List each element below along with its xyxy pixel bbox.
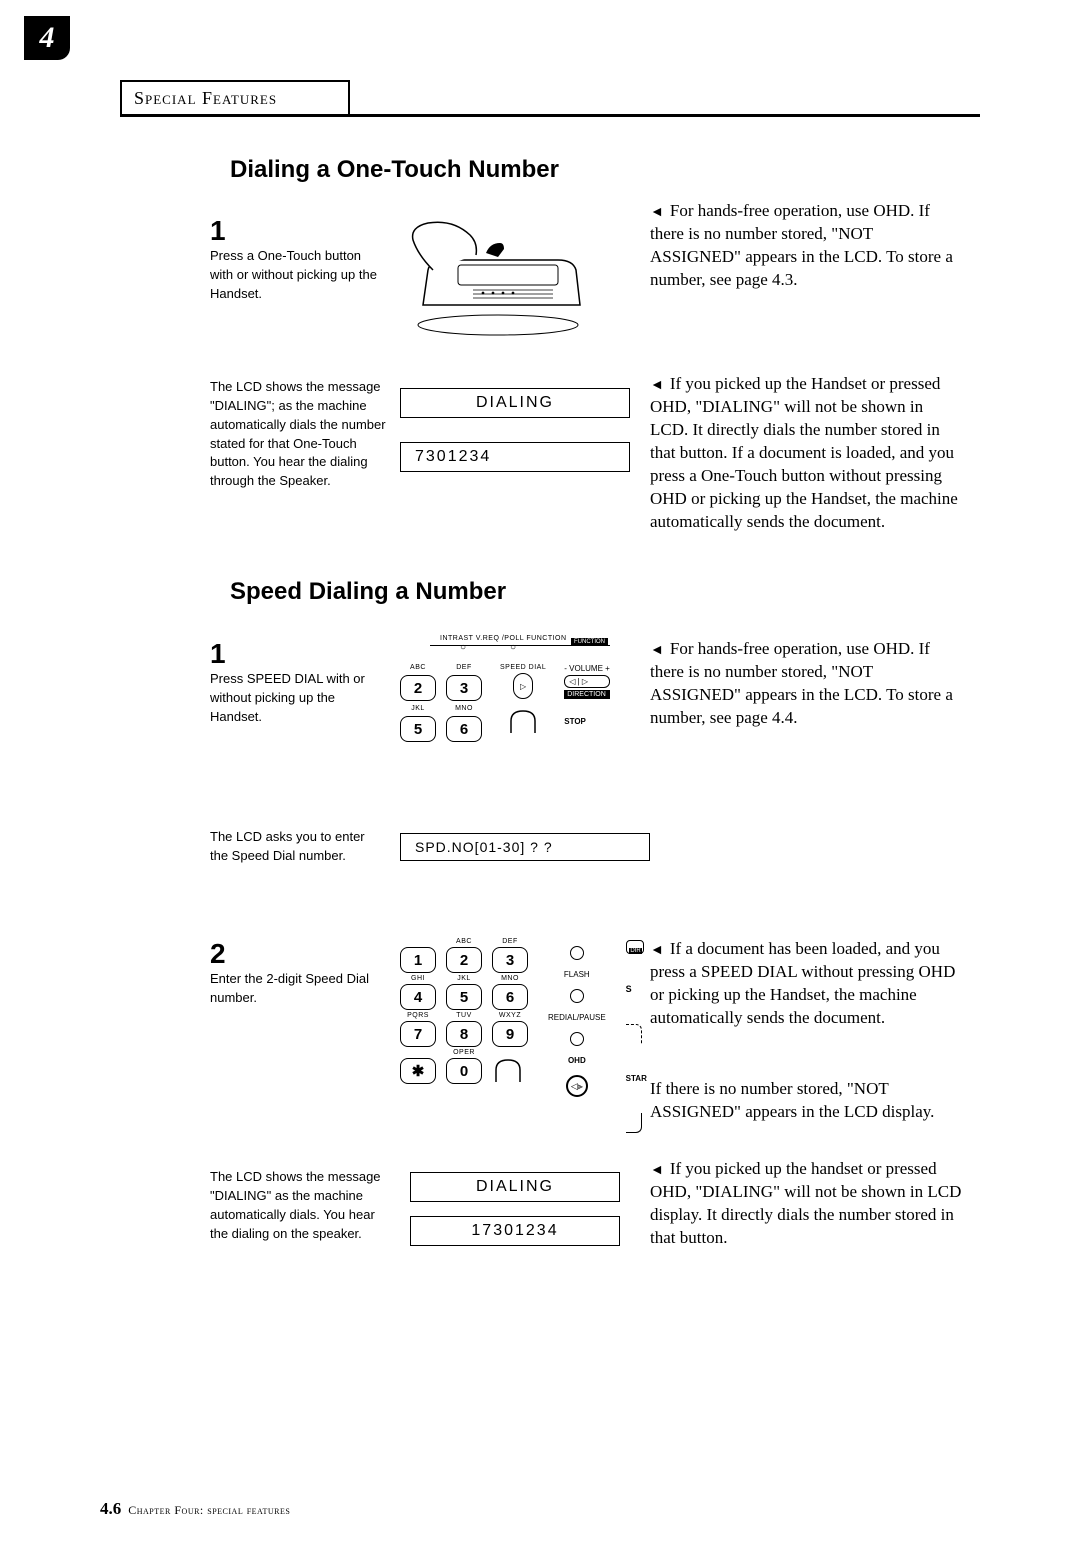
section1-lcd-dialing: DIALING [400,388,630,418]
indicator-labels: INTRAST V.REQ /POLL FUNCTION [440,635,670,642]
section1-title: Dialing a One-Touch Number [230,156,559,184]
key-label: DEF [446,664,482,671]
chapter-tab: 4 [24,16,70,60]
key-4: 4 [400,984,436,1010]
header-rule [120,114,980,117]
redial-label: REDIAL/PAUSE [548,1013,606,1022]
key-9: 9 [492,1021,528,1047]
footer-chapter: Chapter Four: special features [128,1503,290,1517]
stop-label: STOP [564,717,610,726]
key-2: 2 [446,947,482,973]
key-6: 6 [492,984,528,1010]
section2-step1-num: 1 [210,638,380,670]
flash-label: FLASH [564,970,590,979]
section1-step1-text: Press a One-Touch button with or without… [210,247,380,304]
page-number: 4.6 [100,1499,121,1518]
section2-step1-text: Press SPEED DIAL with or without picking… [210,670,380,727]
arrow-icon [650,639,670,658]
section2-lcd-spd: SPD.NO[01-30] ? ? [400,833,650,861]
keypad-illustration: ABCDEF 1 2 3 GHIJKLMNO 4 5 6 PQRSTUVWXYZ… [400,938,680,1133]
key-3: 3 [492,947,528,973]
section2-note2b: If there is no number stored, "NOT ASSIG… [650,1078,965,1124]
key-label: ABC [400,664,436,671]
section2-note2c-text: If you picked up the handset or pressed … [650,1159,961,1247]
section2-lcd-number: 17301234 [410,1216,620,1246]
key-0: 0 [446,1058,482,1084]
section2-note1: For hands-free operation, use OHD. If th… [650,638,965,730]
key-5: 5 [446,984,482,1010]
section2-step2b-text: The LCD shows the message "DIALING" as t… [210,1168,390,1243]
section2-note1-text: For hands-free operation, use OHD. If th… [650,639,953,727]
key-7: 7 [400,1021,436,1047]
direction-label: DIRECTION [564,690,610,699]
panel-illustration-step1: INTRAST V.REQ /POLL FUNCTION FUNCTION ○ … [400,635,670,742]
header-title: Special Features [120,80,350,117]
key-2: 2 [400,675,436,701]
key-label: MNO [446,705,482,712]
key-label: JKL [400,705,436,712]
volume-label: - VOLUME + [564,664,610,673]
section1-step1b-text: The LCD shows the message "DIALING"; as … [210,378,390,491]
section1-lcd-number: 7301234 [400,442,630,472]
arrow-icon [650,374,670,393]
key-8: 8 [446,1021,482,1047]
arrow-icon [650,201,670,220]
key-1: 1 [400,947,436,973]
section2-note2a: If a document has been loaded, and you p… [650,938,965,1030]
star-label: STAR [626,1074,647,1083]
key-star: ✱ [400,1058,436,1084]
section1-note1-text: For hands-free operation, use OHD. If th… [650,201,953,289]
ohd-label: OHD [568,1056,586,1065]
speed-dial-label: SPEED DIAL [500,664,546,671]
section2-title: Speed Dialing a Number [230,578,506,606]
section1-note1: For hands-free operation, use OHD. If th… [650,200,965,292]
key-5: 5 [400,716,436,742]
section2-note2c: If you picked up the handset or pressed … [650,1158,965,1250]
section2-step1b-text: The LCD asks you to enter the Speed Dial… [210,828,385,866]
section1-step1-num: 1 [210,215,380,247]
section2-step2-num: 2 [210,938,380,970]
section2-lcd-dialing: DIALING [410,1172,620,1202]
header-text: Special Features [134,88,277,108]
fax-machine-illustration [395,212,600,342]
arrow-icon [650,1159,670,1178]
key-3: 3 [446,675,482,701]
key-6: 6 [446,716,482,742]
arrow-icon [650,939,670,958]
section2-note2a-text: If a document has been loaded, and you p… [650,939,955,1027]
section1-note2: If you picked up the Handset or pressed … [650,373,965,534]
section1-note2-text: If you picked up the Handset or pressed … [650,374,958,531]
page-footer: 4.6 Chapter Four: special features [100,1499,290,1519]
section2-step2-text: Enter the 2-digit Speed Dial number. [210,970,380,1008]
